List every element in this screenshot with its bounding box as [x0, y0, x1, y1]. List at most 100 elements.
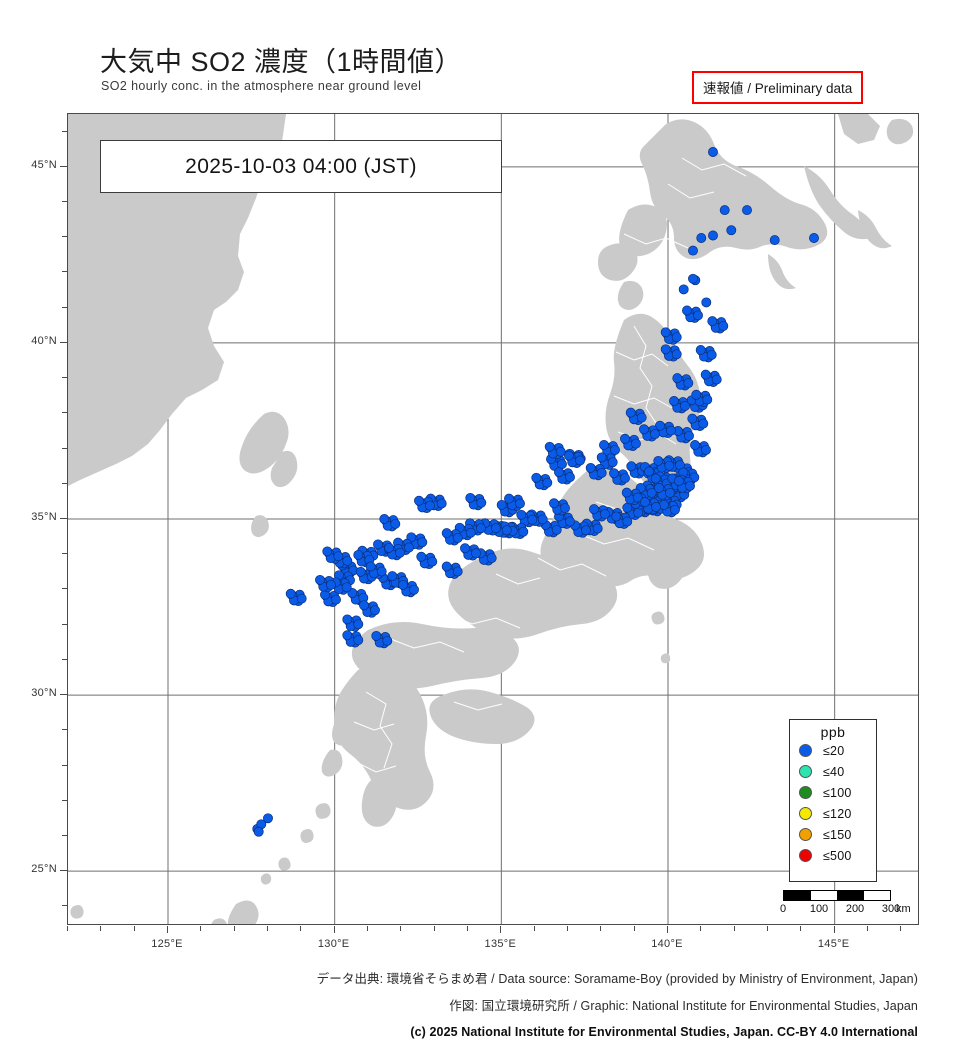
- scale-bar-track: [783, 890, 891, 901]
- station-dot: [711, 374, 722, 385]
- station-dot: [700, 369, 711, 380]
- station-dot: [501, 525, 512, 536]
- station-dot: [726, 225, 737, 236]
- station-dot: [625, 407, 636, 418]
- station-dot: [678, 284, 689, 295]
- station-dot: [355, 566, 366, 577]
- footer-graphic-credit: 作図: 国立環境研究所 / Graphic: National Institut…: [449, 999, 918, 1013]
- station-dot: [537, 514, 548, 525]
- map-canvas: [68, 114, 918, 924]
- station-dot: [253, 826, 264, 837]
- station-dot: [315, 574, 325, 585]
- station-dot: [516, 509, 527, 520]
- station-dot: [365, 561, 376, 572]
- station-dot: [688, 245, 698, 256]
- legend-item[interactable]: ≤150: [790, 824, 876, 845]
- x-axis-minor-tick: [67, 926, 68, 931]
- x-axis-tick: [167, 926, 168, 933]
- station-dot: [427, 556, 438, 567]
- station-dot: [688, 273, 698, 284]
- y-axis-tick-label: 40°N: [31, 334, 57, 347]
- station-dot: [669, 396, 679, 406]
- scale-bar-label: 300: [881, 903, 901, 915]
- legend-color-swatch: [799, 786, 812, 799]
- station-dot: [683, 378, 694, 389]
- footer: データ出典: 環境省そらまめ君 / Data source: Soramame-…: [0, 930, 980, 1039]
- station-dot: [632, 492, 643, 503]
- station-dot: [322, 546, 333, 557]
- x-axis-minor-tick: [433, 926, 435, 931]
- station-dot: [518, 526, 529, 537]
- station-dot: [353, 549, 364, 560]
- station-dot: [353, 619, 364, 630]
- y-axis-tick: [60, 165, 67, 167]
- station-dot: [555, 446, 566, 457]
- station-dot: [370, 605, 380, 616]
- station-dot: [706, 349, 717, 360]
- x-axis-minor-tick: [467, 926, 468, 931]
- x-axis-minor-tick: [400, 926, 402, 931]
- x-axis-tick: [833, 926, 835, 933]
- legend-item[interactable]: ≤40: [790, 761, 876, 782]
- station-dot: [527, 514, 538, 525]
- y-axis-minor-tick: [62, 588, 67, 590]
- station-dot: [373, 539, 383, 550]
- y-axis-tick-label: 30°N: [31, 687, 57, 700]
- station-dot: [341, 582, 352, 593]
- x-axis-minor-tick: [900, 926, 902, 931]
- scale-bar-label: 200: [845, 903, 865, 915]
- y-axis-minor-tick: [62, 623, 67, 625]
- legend-item[interactable]: ≤100: [790, 782, 876, 803]
- station-dot: [342, 630, 353, 641]
- y-axis-minor-tick: [62, 236, 67, 238]
- legend-panel[interactable]: ppb ≤20 ≤40 ≤100 ≤120 ≤150 ≤500: [789, 719, 877, 882]
- y-axis-tick: [60, 870, 67, 872]
- station-dot: [610, 445, 620, 455]
- legend-item[interactable]: ≤20: [790, 740, 876, 761]
- y-axis-minor-tick: [62, 729, 67, 731]
- station-dot: [596, 452, 607, 463]
- timestamp-box: 2025-10-03 04:00 (JST): [100, 140, 502, 193]
- x-axis-tick-label: 145°E: [817, 938, 850, 950]
- station-dot: [670, 504, 680, 515]
- station-dot: [581, 525, 591, 536]
- station-dot: [701, 297, 712, 308]
- map-plot-area[interactable]: [67, 113, 919, 925]
- legend-item-label: ≤500: [823, 848, 852, 863]
- station-dot: [685, 480, 695, 491]
- station-dot: [390, 518, 401, 529]
- x-axis-minor-tick: [600, 926, 602, 931]
- y-axis-minor-tick: [62, 271, 67, 273]
- station-dot: [622, 502, 633, 513]
- station-dot: [695, 345, 706, 355]
- y-axis-minor-tick: [62, 377, 67, 379]
- station-dot: [665, 487, 675, 498]
- station-dot: [671, 332, 682, 343]
- station-dot: [680, 401, 690, 411]
- station-dot: [441, 561, 452, 572]
- legend-item-label: ≤150: [823, 827, 852, 842]
- station-dot: [674, 476, 684, 486]
- y-axis-minor-tick: [62, 306, 67, 308]
- scale-seg-1: [784, 891, 811, 900]
- station-dot: [416, 551, 427, 562]
- station-dot: [371, 630, 382, 641]
- station-dot: [655, 420, 665, 431]
- y-axis-minor-tick: [62, 658, 67, 660]
- y-axis-tick-label: 25°N: [31, 863, 57, 876]
- x-axis-minor-tick: [533, 926, 535, 931]
- x-axis-tick-label: 135°E: [484, 938, 517, 950]
- station-dot: [660, 344, 671, 355]
- station-dot: [719, 205, 730, 216]
- station-dot: [742, 205, 752, 216]
- station-dot: [653, 455, 664, 466]
- x-axis-tick-label: 140°E: [651, 938, 683, 950]
- legend-item[interactable]: ≤500: [790, 845, 876, 866]
- legend-item[interactable]: ≤120: [790, 803, 876, 824]
- y-axis-minor-tick: [62, 412, 67, 414]
- station-dot: [542, 477, 553, 488]
- station-dot: [620, 433, 630, 444]
- station-dot: [611, 511, 622, 522]
- y-axis-tick-label: 35°N: [31, 511, 57, 523]
- station-dot: [636, 412, 647, 423]
